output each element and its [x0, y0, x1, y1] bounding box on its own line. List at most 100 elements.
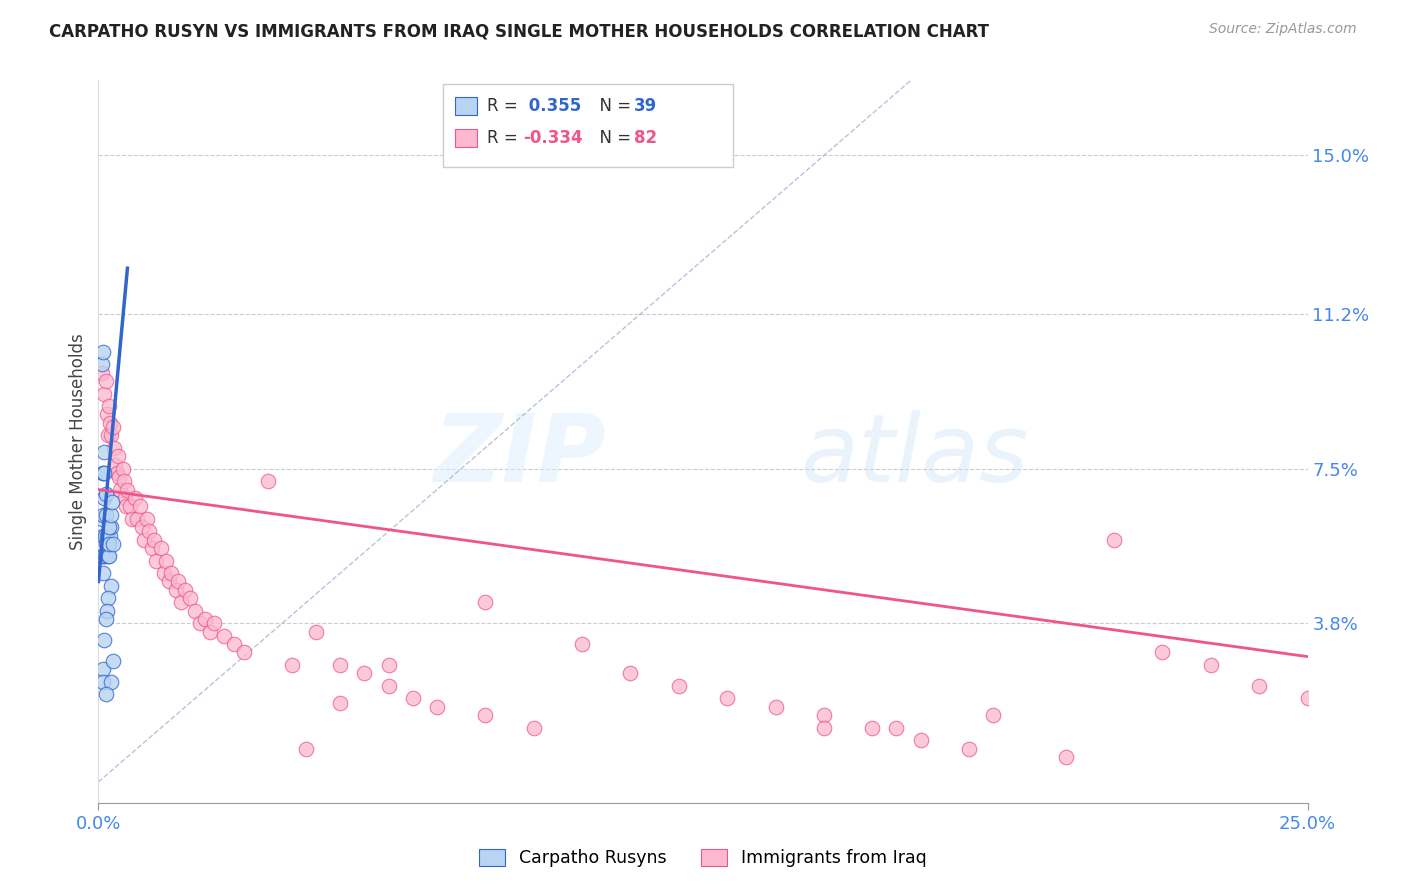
Point — [124, 491, 146, 505]
Point — [98, 528, 121, 542]
Text: R =: R = — [486, 96, 523, 114]
Point — [295, 741, 318, 756]
Text: CARPATHO RUSYN VS IMMIGRANTS FROM IRAQ SINGLE MOTHER HOUSEHOLDS CORRELATION CHAR: CARPATHO RUSYN VS IMMIGRANTS FROM IRAQ S… — [49, 22, 990, 40]
Legend: Carpatho Rusyns, Immigrants from Iraq: Carpatho Rusyns, Immigrants from Iraq — [472, 842, 934, 874]
Point — [329, 696, 352, 710]
Point — [131, 520, 153, 534]
Point — [91, 366, 114, 380]
Point — [93, 466, 115, 480]
Point — [716, 691, 738, 706]
Point — [93, 491, 115, 505]
Point — [127, 512, 149, 526]
Point — [100, 674, 122, 689]
Point — [91, 528, 114, 542]
FancyBboxPatch shape — [456, 129, 477, 147]
Point — [184, 604, 207, 618]
Point — [94, 687, 117, 701]
Point — [160, 566, 183, 580]
Point — [98, 520, 121, 534]
Point — [112, 474, 135, 488]
Point — [910, 733, 932, 747]
Point — [157, 574, 180, 589]
Point — [115, 500, 138, 514]
Point — [143, 533, 166, 547]
Point — [100, 579, 122, 593]
Point — [91, 549, 114, 564]
Point — [619, 666, 641, 681]
Point — [100, 520, 122, 534]
FancyBboxPatch shape — [456, 97, 477, 115]
Point — [101, 420, 124, 434]
Point — [813, 721, 835, 735]
Point — [100, 428, 122, 442]
Point — [94, 537, 117, 551]
Point — [152, 566, 174, 580]
Point — [98, 416, 121, 430]
Point — [155, 553, 177, 567]
Point — [97, 549, 120, 564]
Point — [426, 699, 449, 714]
Point — [91, 357, 114, 371]
Point — [96, 408, 118, 422]
Point — [97, 428, 120, 442]
Point — [96, 604, 118, 618]
Point — [135, 512, 157, 526]
Text: atlas: atlas — [800, 410, 1028, 501]
Point — [765, 699, 787, 714]
Point — [212, 629, 235, 643]
Point — [100, 508, 122, 522]
Point — [668, 679, 690, 693]
Point — [91, 466, 114, 480]
Point — [96, 528, 118, 542]
Text: Source: ZipAtlas.com: Source: ZipAtlas.com — [1209, 22, 1357, 37]
Point — [1152, 645, 1174, 659]
Point — [91, 662, 114, 676]
Point — [305, 624, 328, 639]
Text: N =: N = — [589, 96, 637, 114]
Point — [813, 708, 835, 723]
Point — [377, 679, 399, 693]
Point — [97, 537, 120, 551]
Text: 82: 82 — [634, 129, 657, 147]
Point — [91, 674, 114, 689]
Point — [138, 524, 160, 539]
Point — [204, 616, 226, 631]
FancyBboxPatch shape — [443, 84, 734, 167]
Point — [134, 533, 156, 547]
Text: -0.334: -0.334 — [523, 129, 582, 147]
Point — [150, 541, 173, 555]
Point — [165, 582, 187, 597]
Point — [256, 474, 278, 488]
Point — [117, 483, 139, 497]
Text: 39: 39 — [634, 96, 658, 114]
Point — [91, 344, 114, 359]
Point — [232, 645, 254, 659]
Point — [1102, 533, 1125, 547]
Point — [179, 591, 201, 606]
Point — [97, 537, 120, 551]
Point — [329, 657, 352, 672]
Point — [101, 537, 124, 551]
Point — [93, 445, 115, 459]
Point — [94, 374, 117, 388]
Point — [98, 549, 121, 564]
Point — [108, 483, 131, 497]
Point — [91, 566, 114, 580]
Point — [957, 741, 980, 756]
Point — [114, 491, 136, 505]
Point — [860, 721, 883, 735]
Point — [145, 553, 167, 567]
Point — [94, 487, 117, 501]
Point — [281, 657, 304, 672]
Text: ZIP: ZIP — [433, 410, 606, 502]
Y-axis label: Single Mother Households: Single Mother Households — [69, 334, 87, 549]
Point — [1249, 679, 1271, 693]
Point — [188, 616, 211, 631]
Point — [91, 466, 114, 480]
Point — [96, 612, 118, 626]
Text: N =: N = — [589, 129, 637, 147]
Point — [97, 591, 120, 606]
Point — [111, 461, 134, 475]
Point — [981, 708, 1004, 723]
Point — [402, 691, 425, 706]
